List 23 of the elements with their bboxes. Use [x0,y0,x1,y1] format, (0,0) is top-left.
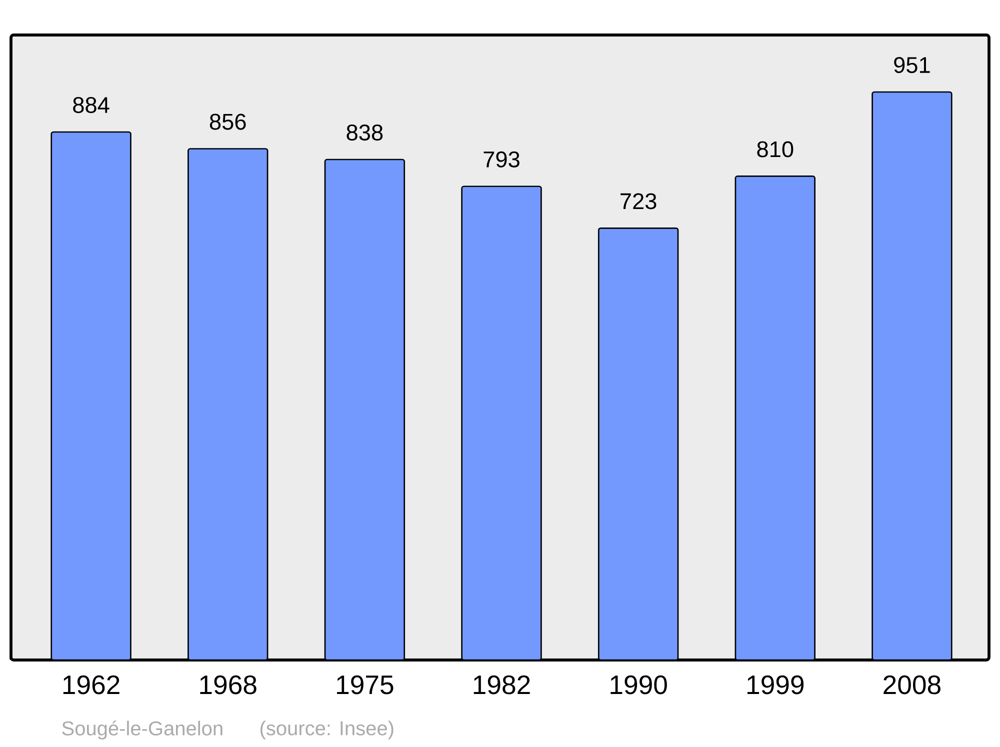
bar [324,158,406,660]
data-label: 838 [346,124,383,141]
bar [188,148,268,660]
data-label: 723 [620,193,656,210]
bar [734,176,816,660]
x-tick-label: 1999 [748,675,804,694]
text: (source: Insee) [260,720,394,740]
x-tick-label: 1968 [200,675,256,694]
data-label: 884 [73,97,110,114]
text: Sougé-le-Ganelon [62,720,222,740]
data-label: 810 [757,141,794,158]
x-tick-label: 1962 [63,675,120,694]
x-tick-label: 1982 [474,675,530,694]
data-label: 951 [894,57,930,74]
x-tick-label: 1990 [610,675,667,694]
bar [461,186,542,660]
bar [598,228,679,660]
data-label: 856 [210,114,246,130]
x-tick-label: 2008 [884,675,940,694]
bar [50,131,132,660]
data-label: 793 [484,151,520,168]
bar [872,91,952,660]
x-tick-label: 1975 [337,675,394,694]
